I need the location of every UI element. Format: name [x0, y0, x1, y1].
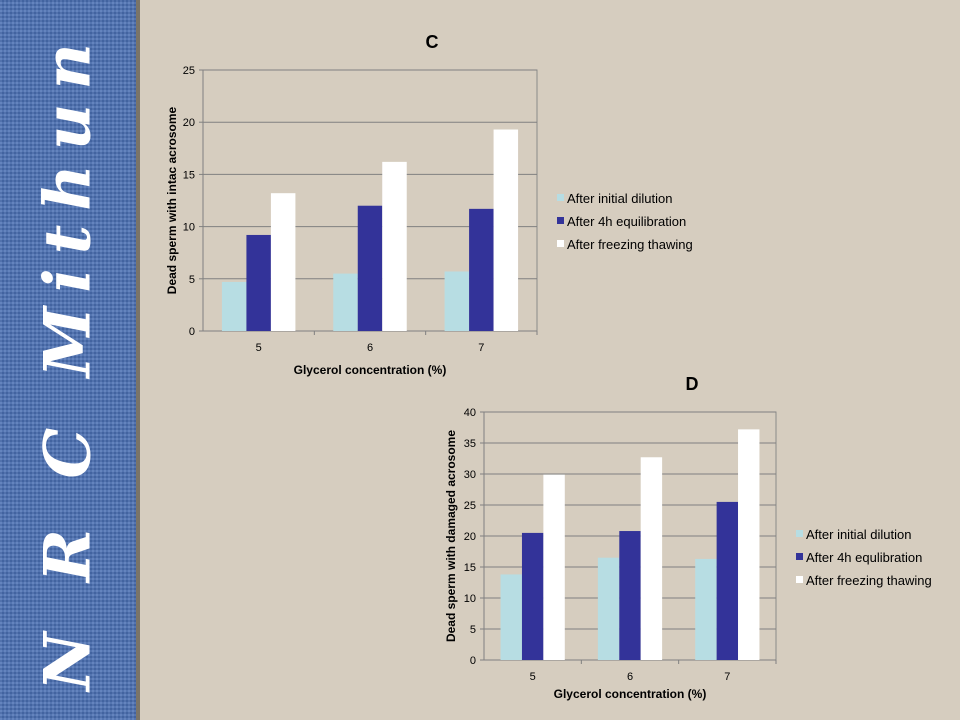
chart-c-bar [333, 273, 358, 331]
chart-c-x-tick-label: 6 [367, 342, 373, 354]
chart-c-x-tick-label: 7 [478, 342, 484, 354]
chart-d-y-tick-label: 5 [470, 624, 476, 636]
chart-d-bar [597, 557, 620, 660]
chart-d-bar [500, 574, 522, 660]
chart-d-bar [521, 532, 544, 660]
chart-d-y-tick-label: 20 [464, 531, 476, 543]
chart-d-x-tick-label: 7 [724, 671, 730, 683]
chart-c-bar [382, 161, 407, 331]
chart-c-legend-label: After initial dilution [567, 191, 673, 206]
chart-d-title: D [686, 374, 699, 394]
chart-d-bar [619, 531, 641, 660]
chart-d-bar [640, 457, 663, 660]
chart-d-bar [738, 429, 760, 660]
chart-d-y-tick-label: 30 [464, 469, 476, 481]
chart-d-bar [543, 474, 565, 660]
chart-c-legend-label: After 4h equilibration [567, 214, 686, 229]
chart-d-bar [716, 501, 739, 660]
chart-d-legend-label: After freezing thawing [806, 573, 932, 588]
chart-c-bar [246, 234, 271, 331]
chart-c-bar [270, 193, 296, 331]
chart-c-legend-label: After freezing thawing [567, 237, 693, 252]
chart-d-legend-swatch [796, 530, 803, 537]
chart-c-bar [493, 129, 519, 331]
chart-c-y-axis-label: Dead sperm with intac acrosome [165, 106, 179, 294]
chart-d-y-tick-label: 40 [464, 407, 476, 419]
chart-c-legend-swatch [557, 194, 564, 201]
chart-d-legend-swatch [796, 553, 803, 560]
chart-d-legend-swatch [796, 576, 803, 583]
chart-c-y-tick-label: 25 [183, 65, 195, 77]
chart-d-y-tick-label: 25 [464, 500, 476, 512]
chart-d-x-axis-label: Glycerol concentration (%) [554, 687, 707, 701]
chart-c-y-tick-label: 5 [189, 274, 195, 286]
chart-c-x-tick-label: 5 [256, 342, 262, 354]
chart-c-legend-swatch [557, 240, 564, 247]
chart-c-x-axis-label: Glycerol concentration (%) [294, 363, 447, 377]
chart-c-bar [357, 205, 383, 331]
chart-c-y-tick-label: 15 [183, 169, 195, 181]
sidebar-panel: N R C Mithun [0, 0, 136, 720]
chart-c-title: C [426, 32, 439, 52]
chart-c-bar [444, 271, 470, 331]
chart-d-legend-label: After 4h equlibration [806, 550, 922, 565]
chart-d-x-tick-label: 6 [627, 671, 633, 683]
chart-c-legend-swatch [557, 217, 564, 224]
chart-d-legend-label: After initial dilution [806, 527, 912, 542]
chart-c-y-tick-label: 20 [183, 117, 195, 129]
chart-d-y-tick-label: 10 [464, 593, 476, 605]
chart-d-x-tick-label: 5 [530, 671, 536, 683]
chart-d-bar [695, 558, 717, 660]
chart-c-bar [221, 281, 247, 331]
chart-d-y-axis-label: Dead sperm with damaged acrosome [444, 430, 458, 642]
chart-c-y-tick-label: 0 [189, 326, 195, 338]
chart-d-y-tick-label: 35 [464, 438, 476, 450]
chart-d-y-tick-label: 0 [470, 655, 476, 667]
sidebar-divider [136, 0, 140, 720]
chart-d-y-tick-label: 15 [464, 562, 476, 574]
chart-c-bar [469, 208, 494, 331]
chart-c-y-tick-label: 10 [183, 222, 195, 234]
